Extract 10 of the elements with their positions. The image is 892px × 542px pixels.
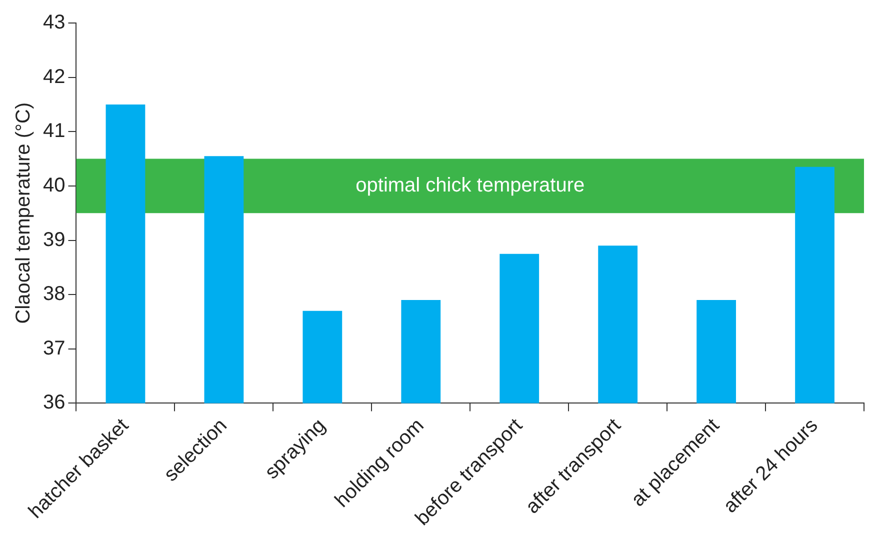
band-label: optimal chick temperature xyxy=(356,174,585,196)
y-tick-label: 43 xyxy=(42,12,66,34)
y-tick-label: 41 xyxy=(42,120,66,142)
y-tick-label: 36 xyxy=(42,392,66,414)
y-tick-label: 42 xyxy=(42,66,66,88)
y-tick-label: 37 xyxy=(42,337,66,360)
y-axis-title: Claocal temperature (°C) xyxy=(12,102,35,324)
y-tick-label: 38 xyxy=(42,283,66,306)
y-tick-label: 39 xyxy=(42,228,66,251)
y-tick-label: 40 xyxy=(42,174,66,196)
